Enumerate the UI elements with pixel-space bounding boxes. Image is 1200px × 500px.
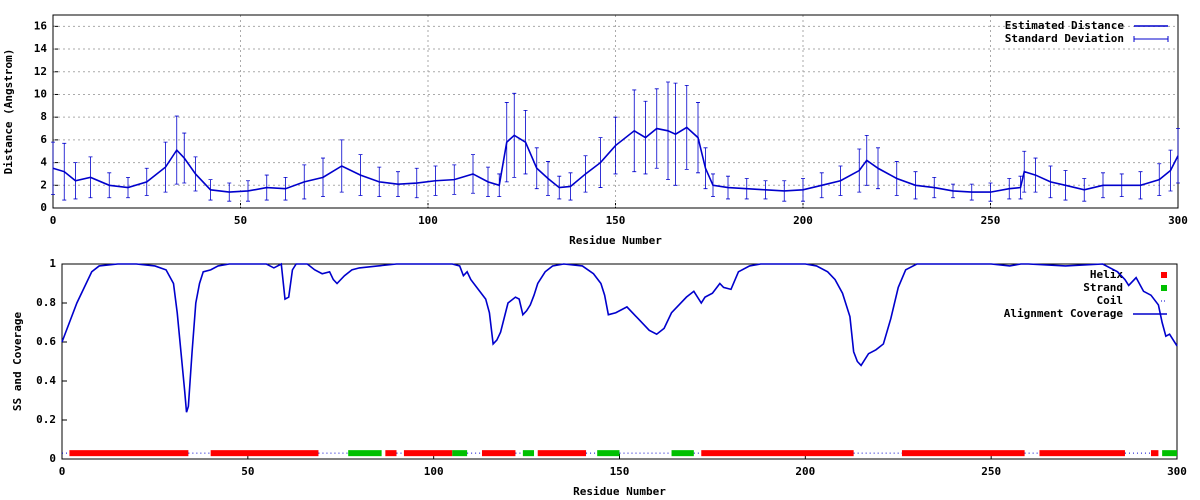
ss-segment <box>403 450 453 457</box>
ss-segment <box>901 450 1025 457</box>
x-tick-label: 250 <box>981 465 1001 478</box>
y-tick-label: 2 <box>40 178 47 191</box>
x-tick-label: 200 <box>795 465 815 478</box>
y-tick-label: 12 <box>34 65 47 78</box>
ss-segment <box>701 450 854 457</box>
x-tick-label: 100 <box>418 214 438 227</box>
y-tick-label: 0.2 <box>36 413 56 426</box>
y-tick-label: 0.8 <box>36 296 56 309</box>
y-tick-label: 16 <box>34 19 48 32</box>
y-tick-label: 6 <box>40 133 47 146</box>
x-tick-label: 50 <box>241 465 254 478</box>
x-tick-label: 0 <box>59 465 66 478</box>
series-line <box>61 262 1178 413</box>
y-tick-label: 0.4 <box>36 374 56 387</box>
ss-segment <box>481 450 516 457</box>
y-tick-label: 8 <box>40 110 47 123</box>
ss-segment <box>69 450 189 457</box>
legend-label: Estimated Distance <box>1005 19 1125 32</box>
plot-frame <box>52 14 1179 209</box>
x-axis-label: Residue Number <box>573 485 666 498</box>
x-tick-label: 0 <box>50 214 57 227</box>
series-line <box>52 126 1179 193</box>
y-tick-label: 10 <box>34 87 47 100</box>
legend-label: Alignment Coverage <box>1004 307 1124 320</box>
y-tick-label: 0.6 <box>36 335 56 348</box>
y-tick-label: 4 <box>40 156 47 169</box>
ss-segment <box>1150 450 1159 457</box>
ss-segment <box>522 450 535 457</box>
ss-segment <box>597 450 620 457</box>
error-bar <box>51 141 55 195</box>
y-tick-label: 1 <box>49 257 56 270</box>
ss-segment <box>671 450 694 457</box>
plot-frame <box>61 263 1178 460</box>
legend-label: Coil <box>1097 294 1124 307</box>
y-axis-label: SS and Coverage <box>11 311 24 411</box>
ss-segment <box>452 450 468 457</box>
x-tick-label: 150 <box>610 465 630 478</box>
ss-segment <box>1162 450 1177 457</box>
ss-segment <box>210 450 319 457</box>
x-axis-label: Residue Number <box>569 234 662 247</box>
y-tick-label: 0 <box>40 201 47 214</box>
legend-label: Strand <box>1083 281 1123 294</box>
x-tick-label: 300 <box>1167 465 1187 478</box>
legend-label: Standard Deviation <box>1005 32 1124 45</box>
ss-segment <box>348 450 382 457</box>
ss-segment <box>537 450 587 457</box>
x-tick-label: 150 <box>606 214 626 227</box>
x-tick-label: 200 <box>793 214 813 227</box>
y-axis-label: Distance (Angstrom) <box>2 49 15 175</box>
x-tick-label: 100 <box>424 465 444 478</box>
x-tick-label: 300 <box>1168 214 1188 227</box>
y-tick-label: 14 <box>34 42 48 55</box>
y-tick-label: 0 <box>49 452 56 465</box>
legend-symbol <box>1133 36 1169 42</box>
ss-segment <box>385 450 397 457</box>
ss-segment <box>1039 450 1125 457</box>
x-tick-label: 50 <box>234 214 247 227</box>
legend-label: Helix <box>1090 268 1123 281</box>
x-tick-label: 250 <box>981 214 1001 227</box>
legend-symbol <box>1161 272 1167 278</box>
legend-symbol <box>1161 285 1167 291</box>
